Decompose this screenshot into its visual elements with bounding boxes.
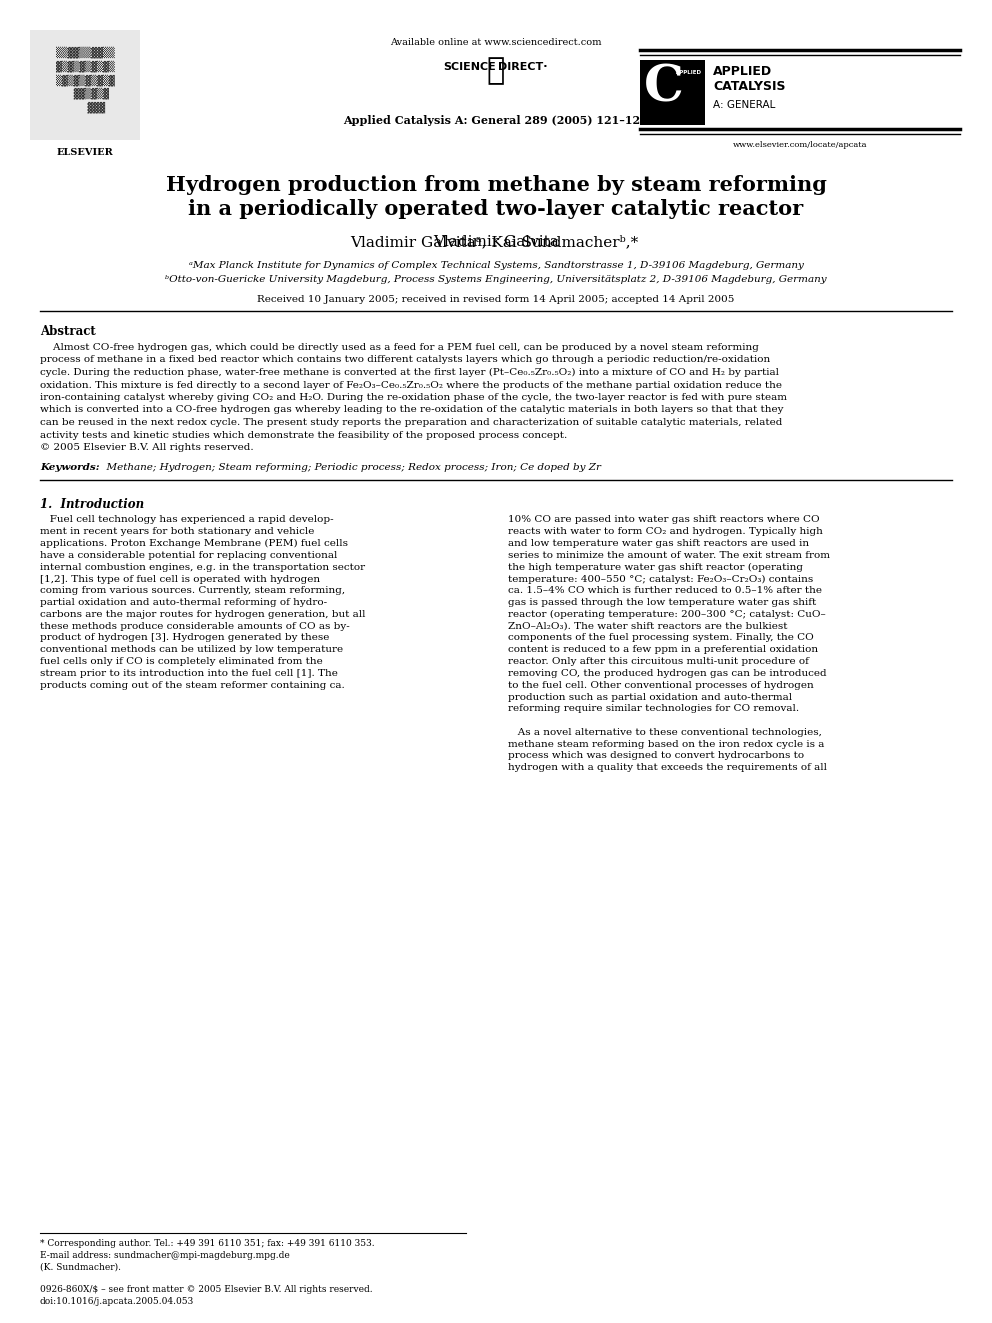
Text: [1,2]. This type of fuel cell is operated with hydrogen: [1,2]. This type of fuel cell is operate… xyxy=(40,574,320,583)
Text: can be reused in the next redox cycle. The present study reports the preparation: can be reused in the next redox cycle. T… xyxy=(40,418,783,427)
Text: carbons are the major routes for hydrogen generation, but all: carbons are the major routes for hydroge… xyxy=(40,610,365,619)
Text: coming from various sources. Currently, steam reforming,: coming from various sources. Currently, … xyxy=(40,586,345,595)
Text: which is converted into a CO-free hydrogen gas whereby leading to the re-oxidati: which is converted into a CO-free hydrog… xyxy=(40,406,784,414)
Text: cycle. During the reduction phase, water-free methane is converted at the first : cycle. During the reduction phase, water… xyxy=(40,368,779,377)
Text: Available online at www.sciencedirect.com: Available online at www.sciencedirect.co… xyxy=(390,38,602,48)
Text: have a considerable potential for replacing conventional: have a considerable potential for replac… xyxy=(40,550,337,560)
Text: (K. Sundmacher).: (K. Sundmacher). xyxy=(40,1263,121,1271)
Text: methane steam reforming based on the iron redox cycle is a: methane steam reforming based on the iro… xyxy=(508,740,824,749)
Text: hydrogen with a quality that exceeds the requirements of all: hydrogen with a quality that exceeds the… xyxy=(508,763,827,773)
Text: ᵃMax Planck Institute for Dynamics of Complex Technical Systems, Sandtorstrasse : ᵃMax Planck Institute for Dynamics of Co… xyxy=(188,261,804,270)
Text: the high temperature water gas shift reactor (operating: the high temperature water gas shift rea… xyxy=(508,562,803,572)
Text: ⓓ: ⓓ xyxy=(487,56,505,86)
Text: internal combustion engines, e.g. in the transportation sector: internal combustion engines, e.g. in the… xyxy=(40,562,365,572)
Text: ment in recent years for both stationary and vehicle: ment in recent years for both stationary… xyxy=(40,528,314,536)
Text: gas is passed through the low temperature water gas shift: gas is passed through the low temperatur… xyxy=(508,598,816,607)
Text: stream prior to its introduction into the fuel cell [1]. The: stream prior to its introduction into th… xyxy=(40,669,338,677)
Text: Almost CO-free hydrogen gas, which could be directly used as a feed for a PEM fu: Almost CO-free hydrogen gas, which could… xyxy=(40,343,759,352)
Text: removing CO, the produced hydrogen gas can be introduced: removing CO, the produced hydrogen gas c… xyxy=(508,669,826,677)
Text: Abstract: Abstract xyxy=(40,325,96,337)
Text: APPLIED: APPLIED xyxy=(713,65,772,78)
Text: DIRECT·: DIRECT· xyxy=(498,62,548,71)
Text: www.elsevier.com/locate/apcata: www.elsevier.com/locate/apcata xyxy=(733,142,867,149)
Text: E-mail address: sundmacher@mpi-magdeburg.mpg.de: E-mail address: sundmacher@mpi-magdeburg… xyxy=(40,1252,290,1259)
Text: reacts with water to form CO₂ and hydrogen. Typically high: reacts with water to form CO₂ and hydrog… xyxy=(508,528,823,536)
Text: As a novel alternative to these conventional technologies,: As a novel alternative to these conventi… xyxy=(508,728,822,737)
Text: ZnO–Al₂O₃). The water shift reactors are the bulkiest: ZnO–Al₂O₃). The water shift reactors are… xyxy=(508,622,788,631)
Text: APPLIED: APPLIED xyxy=(676,70,702,75)
Text: reactor. Only after this circuitous multi-unit procedure of: reactor. Only after this circuitous mult… xyxy=(508,658,808,665)
Text: these methods produce considerable amounts of CO as by-: these methods produce considerable amoun… xyxy=(40,622,350,631)
Text: in a periodically operated two-layer catalytic reactor: in a periodically operated two-layer cat… xyxy=(188,198,804,220)
Text: oxidation. This mixture is fed directly to a second layer of Fe₂O₃–Ce₀.₅Zr₀.₅O₂ : oxidation. This mixture is fed directly … xyxy=(40,381,782,389)
Text: process which was designed to convert hydrocarbons to: process which was designed to convert hy… xyxy=(508,751,805,761)
Text: series to minimize the amount of water. The exit stream from: series to minimize the amount of water. … xyxy=(508,550,830,560)
Text: conventional methods can be utilized by low temperature: conventional methods can be utilized by … xyxy=(40,646,343,655)
Text: partial oxidation and auto-thermal reforming of hydro-: partial oxidation and auto-thermal refor… xyxy=(40,598,327,607)
Text: products coming out of the steam reformer containing ca.: products coming out of the steam reforme… xyxy=(40,681,345,689)
Text: ▒▒▓▓▒▒▓▓▒▒
▓▒▓▒▓▒▓▒▓▒
▒▓▒▓▒▓▒▓▒▓
  ▓▓▒▓▒▓
    ▓▓▓: ▒▒▓▓▒▒▓▓▒▒ ▓▒▓▒▓▒▓▒▓▒ ▒▓▒▓▒▓▒▓▒▓ ▓▓▒▓▒▓ … xyxy=(56,46,114,112)
Bar xyxy=(640,60,705,124)
Text: CATALYSIS: CATALYSIS xyxy=(713,79,786,93)
Text: Fuel cell technology has experienced a rapid develop-: Fuel cell technology has experienced a r… xyxy=(40,516,333,524)
Text: doi:10.1016/j.apcata.2005.04.053: doi:10.1016/j.apcata.2005.04.053 xyxy=(40,1297,194,1306)
Text: 10% CO are passed into water gas shift reactors where CO: 10% CO are passed into water gas shift r… xyxy=(508,516,819,524)
Text: A: GENERAL: A: GENERAL xyxy=(713,101,776,110)
Text: production such as partial oxidation and auto-thermal: production such as partial oxidation and… xyxy=(508,692,793,701)
Text: Hydrogen production from methane by steam reforming: Hydrogen production from methane by stea… xyxy=(166,175,826,194)
Text: process of methane in a fixed bed reactor which contains two different catalysts: process of methane in a fixed bed reacto… xyxy=(40,356,770,365)
Text: iron-containing catalyst whereby giving CO₂ and H₂O. During the re-oxidation pha: iron-containing catalyst whereby giving … xyxy=(40,393,787,402)
Text: C: C xyxy=(644,64,683,112)
Text: * Corresponding author. Tel.: +49 391 6110 351; fax: +49 391 6110 353.: * Corresponding author. Tel.: +49 391 61… xyxy=(40,1240,375,1248)
Text: and low temperature water gas shift reactors are used in: and low temperature water gas shift reac… xyxy=(508,538,809,548)
Text: fuel cells only if CO is completely eliminated from the: fuel cells only if CO is completely elim… xyxy=(40,658,322,665)
Text: ca. 1.5–4% CO which is further reduced to 0.5–1% after the: ca. 1.5–4% CO which is further reduced t… xyxy=(508,586,822,595)
Text: ELSEVIER: ELSEVIER xyxy=(57,148,113,157)
Text: product of hydrogen [3]. Hydrogen generated by these: product of hydrogen [3]. Hydrogen genera… xyxy=(40,634,329,643)
Text: activity tests and kinetic studies which demonstrate the feasibility of the prop: activity tests and kinetic studies which… xyxy=(40,430,567,439)
Text: 0926-860X/$ – see front matter © 2005 Elsevier B.V. All rights reserved.: 0926-860X/$ – see front matter © 2005 El… xyxy=(40,1285,373,1294)
Text: ᵇOtto-von-Guericke University Magdeburg, Process Systems Engineering, Universitä: ᵇOtto-von-Guericke University Magdeburg,… xyxy=(166,275,826,284)
Text: reforming require similar technologies for CO removal.: reforming require similar technologies f… xyxy=(508,704,800,713)
Text: Vladimir Galvitaᵃ, Kai Sundmacherᵇ,*: Vladimir Galvitaᵃ, Kai Sundmacherᵇ,* xyxy=(350,235,638,249)
Text: reactor (operating temperature: 200–300 °C; catalyst: CuO–: reactor (operating temperature: 200–300 … xyxy=(508,610,825,619)
Text: Methane; Hydrogen; Steam reforming; Periodic process; Redox process; Iron; Ce do: Methane; Hydrogen; Steam reforming; Peri… xyxy=(100,463,601,472)
Text: © 2005 Elsevier B.V. All rights reserved.: © 2005 Elsevier B.V. All rights reserved… xyxy=(40,443,254,452)
Text: Applied Catalysis A: General 289 (2005) 121–127: Applied Catalysis A: General 289 (2005) … xyxy=(343,115,649,126)
Text: applications. Proton Exchange Membrane (PEM) fuel cells: applications. Proton Exchange Membrane (… xyxy=(40,538,348,548)
Text: Keywords:: Keywords: xyxy=(40,463,99,472)
Text: temperature: 400–550 °C; catalyst: Fe₂O₃–Cr₂O₃) contains: temperature: 400–550 °C; catalyst: Fe₂O₃… xyxy=(508,574,813,583)
Text: 1.  Introduction: 1. Introduction xyxy=(40,497,144,511)
Text: Vladimir Galvita: Vladimir Galvita xyxy=(434,235,558,249)
Text: components of the fuel processing system. Finally, the CO: components of the fuel processing system… xyxy=(508,634,813,643)
Bar xyxy=(30,30,140,140)
Text: to the fuel cell. Other conventional processes of hydrogen: to the fuel cell. Other conventional pro… xyxy=(508,681,813,689)
Text: content is reduced to a few ppm in a preferential oxidation: content is reduced to a few ppm in a pre… xyxy=(508,646,818,655)
Text: SCIENCE: SCIENCE xyxy=(443,62,496,71)
Text: Received 10 January 2005; received in revised form 14 April 2005; accepted 14 Ap: Received 10 January 2005; received in re… xyxy=(257,295,735,304)
